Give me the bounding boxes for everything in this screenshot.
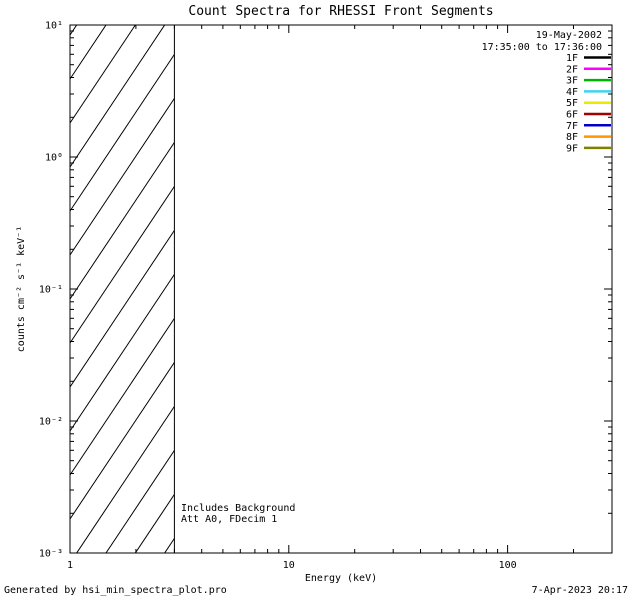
legend-entry-label: 1F — [566, 53, 578, 64]
hatch-line — [76, 406, 175, 553]
x-axis-label: Energy (keV) — [305, 573, 377, 584]
hatch-line — [70, 318, 175, 476]
y-tick-label: 10⁻¹ — [39, 285, 63, 296]
hatch-line — [70, 362, 175, 520]
legend-entry-label: 4F — [566, 87, 578, 98]
y-tick-label: 10⁰ — [45, 153, 63, 164]
legend-date: 19-May-2002 — [536, 30, 602, 41]
hatch-line — [70, 274, 175, 432]
chart-title: Count Spectra for RHESSI Front Segments — [188, 4, 493, 19]
y-axis-label: counts cm⁻² s⁻¹ keV⁻¹ — [16, 226, 27, 352]
plot-border — [69, 24, 613, 554]
x-tick-label: 10 — [283, 560, 295, 571]
hatch-line — [134, 494, 175, 553]
legend-entry-label: 5F — [566, 98, 578, 109]
annotation-attenuator: Att A0, FDecim 1 — [181, 514, 277, 525]
axes-ticks: 1 10 100 10⁻³ 10⁻² 10⁻¹ 10⁰ 10¹ — [39, 21, 612, 571]
y-tick-label: 10¹ — [45, 21, 63, 32]
footer-generator: Generated by hsi_min_spectra_plot.pro — [4, 585, 227, 596]
legend-entry-label: 6F — [566, 110, 578, 121]
legend-entry-label: 3F — [566, 76, 578, 87]
legend-entry-label: 7F — [566, 121, 578, 132]
hatch-line — [70, 98, 175, 256]
x-tick-label: 100 — [499, 560, 517, 571]
y-tick-label: 10⁻² — [39, 417, 63, 428]
y-tick-label: 10⁻³ — [39, 549, 63, 560]
annotation-includes-background: Includes Background — [181, 503, 295, 514]
legend-entry-label: 2F — [566, 64, 578, 75]
hatch-line — [70, 25, 107, 80]
hatch-line — [70, 25, 166, 168]
hatch-line — [70, 54, 175, 212]
hatch-line — [70, 142, 175, 300]
footer-datetime: 7-Apr-2023 20:17 — [532, 585, 628, 596]
hatch-line — [70, 186, 175, 344]
background-hatch-region — [70, 25, 175, 553]
hatch-line — [70, 230, 175, 388]
hatch-line — [70, 25, 136, 124]
legend-time-range: 17:35:00 to 17:36:00 — [482, 42, 602, 53]
legend-entry-label: 8F — [566, 132, 578, 143]
x-tick-label: 1 — [67, 560, 73, 571]
hatch-line — [105, 450, 175, 553]
legend-entry-label: 9F — [566, 143, 578, 154]
